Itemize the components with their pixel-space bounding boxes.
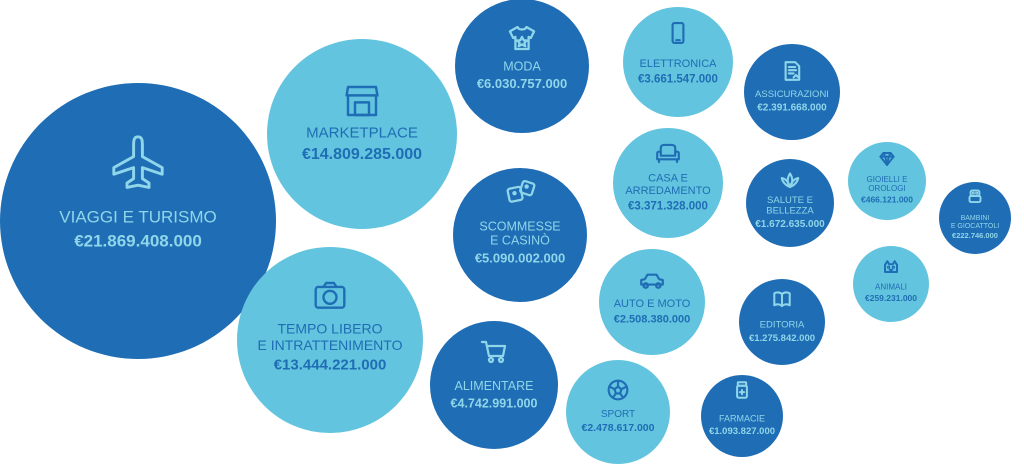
bubble-value-tempo-libero-e-intrattenimento: €13.444.221.000 [274, 357, 387, 374]
bubble-label-sport: SPORT [601, 409, 635, 420]
bubble-circle-elettronica [623, 7, 733, 117]
bubble-value-alimentare: €4.742.991.000 [451, 396, 538, 410]
bubble-label-tempo-libero-e-intrattenimento: TEMPO LIBERO [277, 321, 382, 337]
bubble-circle-tempo-libero-e-intrattenimento [237, 247, 423, 433]
bubble-value-elettronica: €3.661.547.000 [638, 73, 718, 85]
bubble-value-casa-e-arredamento: €3.371.328.000 [628, 201, 708, 213]
bubble-label-casa-e-arredamento: CASA E [648, 173, 688, 185]
bubble-label-viaggi-e-turismo: VIAGGI E TURISMO [59, 208, 216, 227]
cart-icon [480, 340, 507, 364]
diamond-icon [879, 152, 895, 166]
bubble-label-bambini-e-giocattoli: E GIOCATTOLI [951, 223, 999, 230]
bubble-circle-moda [455, 0, 589, 133]
bubble-circle-gioielli-e-orologi [848, 142, 926, 220]
toy-icon [968, 189, 982, 204]
bubble-elettronica: ELETTRONICA €3.661.547.000 [623, 7, 733, 117]
bubble-label-assicurazioni: ASSICURAZIONI [755, 89, 829, 100]
bubble-marketplace: MARKETPLACE €14.809.285.000 [267, 39, 457, 229]
bubble-value-moda: €6.030.757.000 [477, 76, 567, 91]
bubble-label-gioielli-e-orologi: OROLOGI [868, 184, 905, 193]
airplane-icon [112, 135, 164, 189]
lotus-icon [780, 172, 800, 189]
bubble-label-auto-e-moto: AUTO E MOTO [614, 298, 691, 310]
bubble-circle-animali [853, 246, 929, 322]
bubble-auto-e-moto: AUTO E MOTO €2.508.380.000 [599, 249, 705, 355]
bubble-label-bambini-e-giocattoli: BAMBINI [961, 215, 990, 222]
bubble-value-scommesse-e-casino: €5.090.002.000 [475, 250, 565, 265]
bubble-farmacie: FARMACIE €1.093.827.000 [701, 375, 783, 457]
book-icon [773, 291, 791, 308]
bubble-sport: SPORT €2.478.617.000 [566, 360, 670, 464]
bubble-circle-farmacie [701, 375, 783, 457]
bubble-value-sport: €2.478.617.000 [582, 422, 655, 434]
bubble-circle-bambini-e-giocattoli [939, 182, 1011, 254]
pet-icon [884, 260, 898, 273]
pill-bottle-icon [736, 381, 748, 399]
bubble-value-animali: €259.231.000 [865, 293, 917, 303]
bubble-label-alimentare: ALIMENTARE [455, 379, 534, 393]
bubble-value-marketplace: €14.809.285.000 [302, 146, 422, 163]
bubble-circle-editoria [739, 279, 825, 365]
camera-icon [314, 281, 346, 309]
bubble-circle-salute-e-bellezza [746, 159, 834, 247]
bubble-label-marketplace: MARKETPLACE [306, 125, 418, 142]
bubble-circle-sport [566, 360, 670, 464]
bubble-label-salute-e-bellezza: SALUTE E [767, 195, 813, 206]
sofa-icon [656, 143, 680, 164]
bubble-label-elettronica: ELETTRONICA [639, 58, 717, 70]
car-icon [640, 273, 664, 289]
bubble-value-assicurazioni: €2.391.668.000 [757, 103, 827, 114]
bubble-value-auto-e-moto: €2.508.380.000 [614, 314, 690, 326]
bubble-circle-marketplace [267, 39, 457, 229]
bubble-assicurazioni: ASSICURAZIONI €2.391.668.000 [744, 44, 840, 140]
tshirt-icon [508, 25, 536, 51]
soccer-ball-icon [607, 379, 629, 401]
bubble-alimentare: ALIMENTARE €4.742.991.000 [430, 321, 558, 449]
dice-icon [506, 179, 536, 203]
bubble-value-gioielli-e-orologi: €466.121.000 [861, 195, 913, 205]
bubble-viaggi-e-turismo: VIAGGI E TURISMO €21.869.408.000 [0, 83, 276, 359]
bubble-editoria: EDITORIA €1.275.842.000 [739, 279, 825, 365]
bubble-label-scommesse-e-casino: SCOMMESSE [479, 219, 560, 233]
bubble-label-moda: MODA [503, 59, 541, 73]
bubble-label-salute-e-bellezza: BELLEZZA [766, 206, 814, 217]
bubble-label-scommesse-e-casino: E CASINÒ [490, 233, 550, 248]
bubble-circle-scommesse-e-casino [453, 168, 587, 302]
bubble-circle-assicurazioni [744, 44, 840, 140]
bubble-label-gioielli-e-orologi: GIOIELLI E [867, 175, 908, 184]
bubble-label-editoria: EDITORIA [760, 320, 805, 331]
bubble-value-editoria: €1.275.842.000 [749, 333, 815, 344]
bubble-label-tempo-libero-e-intrattenimento: E INTRATTENIMENTO [258, 337, 403, 353]
bubble-label-casa-e-arredamento: ARREDAMENTO [625, 185, 711, 197]
bubble-label-animali: ANIMALI [875, 283, 907, 292]
bubble-value-farmacie: €1.093.827.000 [709, 426, 775, 437]
store-icon [345, 85, 379, 117]
smartphone-icon [671, 22, 685, 44]
bubble-circle-auto-e-moto [599, 249, 705, 355]
bubble-label-farmacie: FARMACIE [719, 413, 765, 423]
bubble-value-viaggi-e-turismo: €21.869.408.000 [74, 231, 202, 250]
bubble-animali: ANIMALI€259.231.000 [853, 246, 929, 322]
document-icon [784, 61, 801, 81]
bubble-circle-viaggi-e-turismo [0, 83, 276, 359]
bubble-value-bambini-e-giocattoli: €222.746.000 [952, 231, 998, 240]
bubble-circle-casa-e-arredamento [613, 128, 723, 238]
bubble-moda: MODA €6.030.757.000 [455, 0, 589, 133]
bubble-value-salute-e-bellezza: €1.672.635.000 [755, 219, 825, 230]
bubble-circle-alimentare [430, 321, 558, 449]
